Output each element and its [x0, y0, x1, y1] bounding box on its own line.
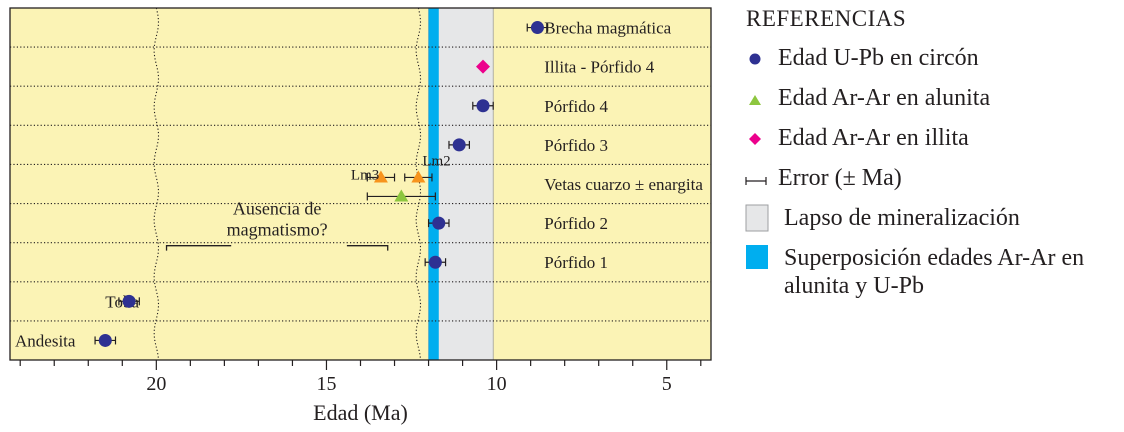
- error-bar-icon: [744, 164, 778, 192]
- legend-label-error: Error (± Ma): [778, 165, 902, 191]
- x-tick-label: 15: [316, 373, 336, 395]
- legend-item-alunita: Edad Ar-Ar en alunita: [744, 84, 1119, 112]
- row-label: Pórfido 3: [544, 136, 608, 155]
- legend-label-illita: Edad Ar-Ar en illita: [778, 125, 969, 151]
- point-label: Lm2: [422, 153, 450, 169]
- upb-point: [98, 333, 112, 347]
- gap-label-line1: Ausencia de: [233, 199, 321, 219]
- alunita-point: [411, 170, 426, 183]
- triangle-marker-icon: [744, 84, 778, 112]
- legend-item-overlap: Superposición edades Ar-Ar en alunita y …: [744, 244, 1119, 300]
- legend-item-illita: Edad Ar-Ar en illita: [744, 124, 1119, 152]
- upb-point: [530, 21, 544, 35]
- overlap-band: [428, 8, 439, 360]
- gap-bracket: [165, 245, 232, 251]
- wavy-boundary: [153, 7, 160, 361]
- alunita-point: [394, 189, 409, 202]
- row-label: Pórfido 2: [544, 214, 608, 233]
- cyan-box-icon: [744, 244, 784, 272]
- grey-box-icon: [744, 204, 784, 232]
- row-label: Pórfido 4: [544, 97, 608, 116]
- upb-point: [452, 138, 466, 152]
- legend-label-mineralization: Lapso de mineralización: [784, 205, 1020, 231]
- row-label: Brecha magmática: [544, 19, 671, 38]
- x-tick-label: 5: [662, 373, 672, 395]
- row-label: Pórfido 1: [544, 253, 608, 272]
- gap-bracket: [346, 245, 389, 251]
- circle-marker-icon: [744, 44, 778, 72]
- row-label-andesita: Andesita: [15, 331, 76, 350]
- illita-point: [476, 59, 491, 74]
- point-label: Lm3: [351, 167, 379, 183]
- upb-point: [122, 294, 136, 308]
- diamond-marker-icon: [744, 124, 778, 152]
- legend-label-upb: Edad U-Pb en circón: [778, 45, 979, 71]
- x-tick-label: 10: [487, 373, 507, 395]
- x-axis-label: Edad (Ma): [313, 400, 408, 425]
- legend-item-upb: Edad U-Pb en circón: [744, 44, 1119, 72]
- upb-point: [428, 255, 442, 269]
- legend-title: REFERENCIAS: [746, 6, 907, 31]
- alunita-point: [373, 170, 388, 183]
- upb-point: [432, 216, 446, 230]
- legend-label-overlap: Superposición edades Ar-Ar en alunita y …: [784, 245, 1085, 299]
- row-label: Vetas cuarzo ± enargita: [544, 175, 703, 194]
- gap-label-line2: magmatismo?: [227, 220, 328, 240]
- age-chart: Brecha magmática Illita - Pórfido 4 Pórfid…: [9, 7, 712, 425]
- row-label: Illita - Pórfido 4: [544, 58, 655, 77]
- legend-label-alunita: Edad Ar-Ar en alunita: [778, 85, 991, 111]
- upb-point: [476, 99, 490, 113]
- x-tick-label: 20: [146, 373, 166, 395]
- legend-item-mineralization: Lapso de mineralización: [744, 204, 1119, 232]
- legend: REFERENCIAS Edad U-Pb en circón Edad Ar-…: [744, 6, 1119, 312]
- legend-item-error: Error (± Ma): [744, 164, 1119, 192]
